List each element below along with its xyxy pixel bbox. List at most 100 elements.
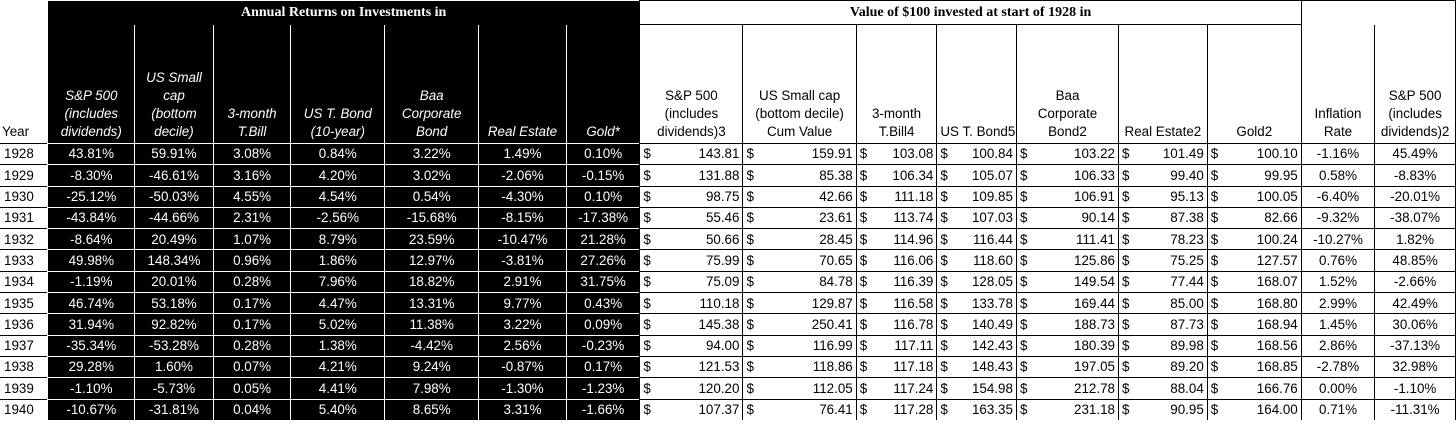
currency-symbol: $ [859, 274, 868, 290]
col-header-value-baa: Baa Corporate Bond2 [1015, 24, 1119, 144]
return-cell: -43.84% [47, 206, 135, 229]
value-amount: 107.37 [698, 402, 740, 417]
return-cell: 8.65% [384, 398, 479, 420]
value-cell: $100.10 [1206, 142, 1302, 165]
value-cell: $107.03 [936, 206, 1017, 229]
currency-symbol: $ [1019, 189, 1028, 205]
value-amount: 112.05 [812, 380, 853, 396]
value-amount: 94.00 [705, 338, 740, 354]
return-cell: 53.18% [134, 292, 214, 314]
return-cell: 3.08% [212, 142, 291, 165]
spreadsheet: Annual Returns on Investments in Value o… [0, 0, 1456, 420]
currency-symbol: $ [1122, 380, 1130, 396]
sp500-2-cell: -20.01% [1374, 185, 1456, 208]
year-cell: 1932 [0, 228, 48, 250]
return-cell: 13.31% [384, 292, 479, 314]
value-cell: $106.33 [1015, 164, 1119, 187]
header-line: (bottom decile) [755, 105, 844, 121]
value-cell: $143.81 [639, 142, 743, 165]
value-amount: 231.18 [1074, 402, 1115, 417]
currency-symbol: $ [1210, 252, 1219, 268]
return-cell: 0.54% [384, 185, 479, 208]
value-amount: 117.11 [894, 338, 934, 354]
currency-symbol: $ [643, 295, 651, 311]
value-amount: 98.75 [705, 189, 740, 205]
value-amount: 118.86 [812, 359, 853, 375]
value-amount: 78.23 [1170, 231, 1204, 247]
return-cell: -25.12% [47, 185, 135, 208]
value-amount: 116.78 [893, 316, 934, 332]
value-cell: $168.56 [1206, 334, 1302, 357]
value-amount: 116.58 [893, 295, 934, 311]
return-cell: -10.47% [478, 228, 567, 250]
value-cell: $117.28 [855, 398, 937, 420]
value-cell: $111.18 [855, 185, 937, 208]
value-cell: $89.20 [1118, 355, 1208, 378]
value-cell: $88.04 [1118, 377, 1208, 400]
return-cell: 43.81% [47, 142, 135, 165]
currency-symbol: $ [643, 231, 651, 247]
value-cell: $197.05 [1015, 355, 1119, 378]
currency-symbol: $ [746, 359, 754, 375]
currency-symbol: $ [1019, 316, 1028, 332]
currency-symbol: $ [940, 252, 948, 268]
value-amount: 111.18 [894, 189, 934, 205]
return-cell: -1.66% [565, 398, 640, 420]
value-cell: $75.25 [1118, 249, 1208, 272]
return-cell: 4.47% [290, 292, 385, 314]
currency-symbol: $ [1210, 295, 1219, 311]
sp500-2-cell: 1.82% [1374, 228, 1456, 250]
column-header-row: Year S&P 500 (includes dividends) US Small… [0, 24, 1456, 144]
value-amount: 180.39 [1074, 338, 1115, 354]
currency-symbol: $ [859, 146, 868, 162]
value-amount: 168.56 [1256, 338, 1298, 354]
year-cell: 1938 [0, 355, 48, 378]
return-cell: 3.02% [384, 164, 479, 187]
return-cell: -31.81% [134, 398, 214, 420]
value-amount: 95.13 [1170, 189, 1204, 205]
value-invested-title: Value of $100 invested at start of 1928 … [639, 0, 1302, 25]
value-amount: 148.43 [971, 359, 1013, 375]
value-amount: 106.33 [1074, 167, 1115, 183]
value-amount: 90.95 [1170, 402, 1204, 417]
value-amount: 212.78 [1074, 380, 1115, 396]
return-cell: -15.68% [384, 206, 479, 229]
value-cell: $116.39 [855, 270, 937, 293]
col-header-value-tbill: 3-month T.Bill4 [855, 24, 937, 144]
currency-symbol: $ [643, 252, 651, 268]
value-amount: 149.54 [1074, 274, 1115, 290]
header-line: (includes [64, 105, 119, 121]
value-cell: $117.24 [855, 377, 937, 400]
return-cell: 0.17% [212, 292, 291, 314]
header-line: S&P 500 [665, 87, 718, 103]
value-cell: $111.41 [1015, 228, 1119, 250]
value-cell: $106.34 [855, 164, 937, 187]
table-row: 1929 -8.30% -46.61% 3.16% 4.20% 3.02% -2.06% -0… [0, 164, 1456, 187]
value-cell: $112.05 [742, 377, 857, 400]
value-cell: $231.18 [1015, 398, 1119, 420]
sp500-2-cell: 32.98% [1374, 355, 1456, 378]
value-cell: $131.88 [639, 164, 743, 187]
header-line: dividends)2 [1380, 123, 1450, 139]
currency-symbol: $ [1122, 295, 1130, 311]
currency-symbol: $ [1122, 210, 1130, 226]
year-cell: 1939 [0, 377, 48, 400]
col-header-value-smallcap: US Small cap (bottom decile) Cum Value [742, 24, 857, 144]
value-cell: $106.91 [1015, 185, 1119, 208]
currency-symbol: $ [1019, 252, 1028, 268]
value-cell: $109.85 [936, 185, 1017, 208]
sp500-2-cell: 42.49% [1374, 292, 1456, 314]
value-cell: $118.86 [742, 355, 857, 378]
value-amount: 163.35 [971, 402, 1013, 417]
currency-symbol: $ [859, 402, 868, 417]
return-cell: 92.82% [134, 313, 214, 336]
value-cell: $82.66 [1206, 206, 1302, 229]
currency-symbol: $ [859, 338, 868, 354]
value-cell: $28.45 [742, 228, 857, 250]
value-cell: $114.96 [855, 228, 937, 250]
currency-symbol: $ [1122, 231, 1130, 247]
return-cell: 0.17% [565, 355, 640, 378]
currency-symbol: $ [1122, 274, 1130, 290]
inflation-cell: -10.27% [1300, 228, 1375, 250]
return-cell: 31.75% [565, 270, 640, 293]
